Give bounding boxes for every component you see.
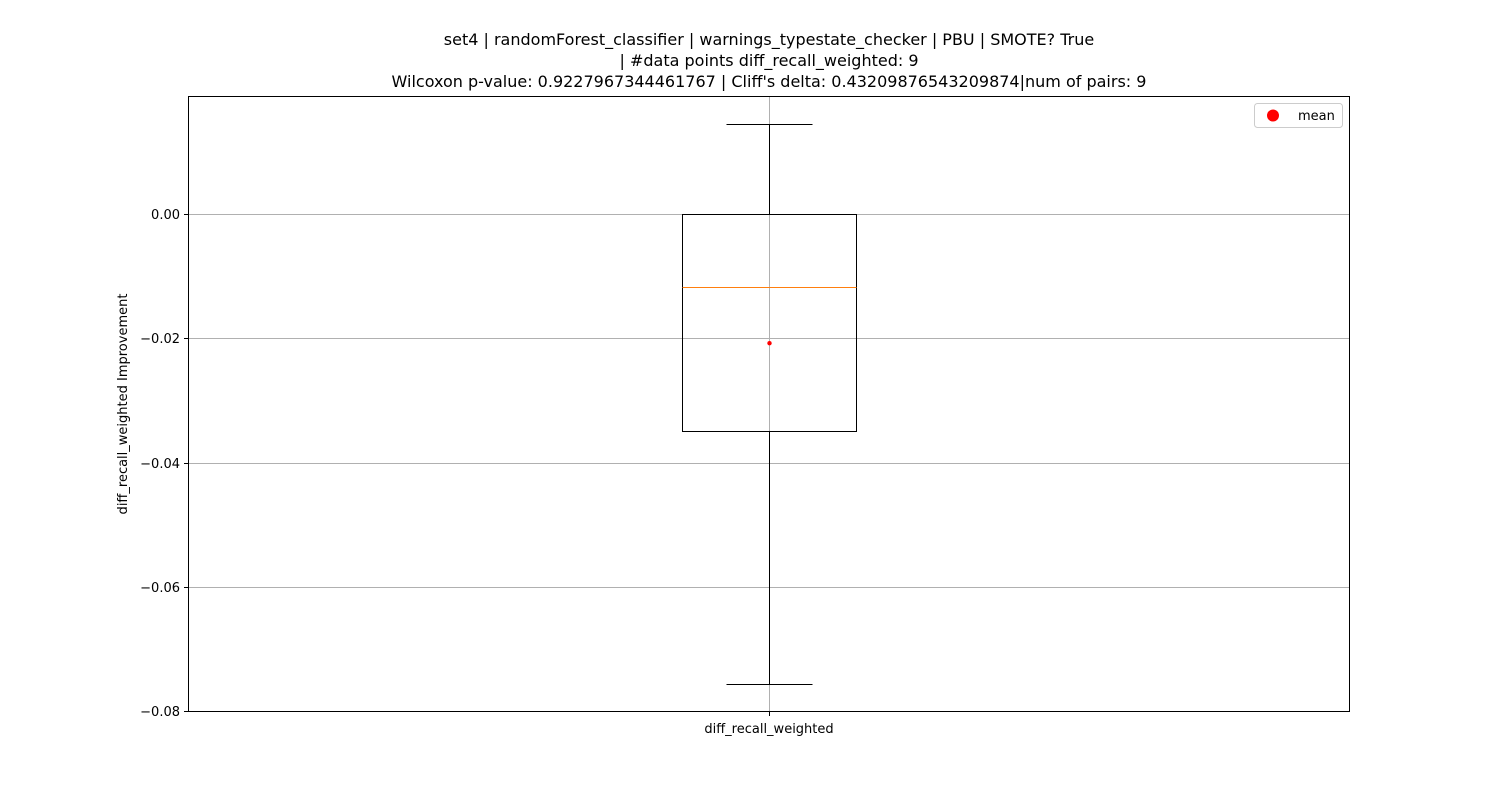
chart-title-line-3: Wilcoxon p-value: 0.9227967344461767 | C… [391, 72, 1147, 91]
x-axis-ticks: diff_recall_weighted [704, 712, 834, 737]
y-tick-label: 0.00 [151, 208, 180, 223]
y-tick-label: −0.04 [140, 457, 180, 472]
y-axis-ticks: 0.00 −0.02 −0.04 −0.06 −0.08 [140, 208, 188, 720]
legend-frame [1254, 103, 1343, 128]
y-tick-label: −0.02 [140, 332, 180, 347]
box-plot-series [682, 124, 857, 685]
x-tick-label: diff_recall_weighted [704, 722, 833, 737]
chart-title-line-2: | #data points diff_recall_weighted: 9 [619, 51, 919, 70]
plot-area-frame [188, 96, 1350, 712]
mean-marker [767, 341, 772, 346]
y-tick-label: −0.06 [140, 581, 180, 596]
box-iqr [682, 214, 857, 432]
legend-mean-marker [1267, 109, 1279, 122]
y-axis-label: diff_recall_weighted Improvement [116, 294, 131, 515]
y-tick-label: −0.08 [140, 705, 180, 720]
legend-mean-label: mean [1298, 109, 1335, 124]
legend: mean [1254, 103, 1343, 128]
chart-title-line-1: set4 | randomForest_classifier | warning… [443, 30, 1095, 49]
